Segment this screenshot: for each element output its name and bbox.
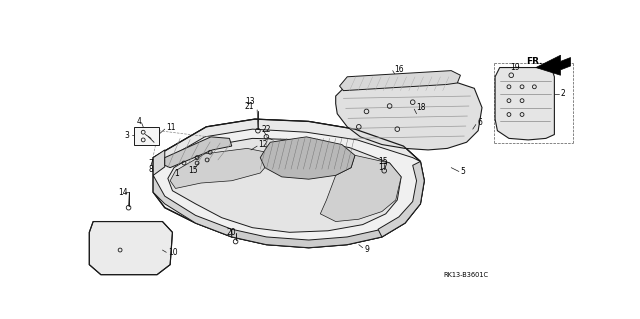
Text: 12: 12	[259, 140, 268, 149]
Text: 14: 14	[118, 188, 128, 197]
Polygon shape	[260, 137, 355, 179]
Text: 6: 6	[477, 118, 483, 128]
Polygon shape	[336, 78, 482, 150]
Text: 19: 19	[509, 63, 519, 72]
Polygon shape	[170, 148, 266, 189]
Text: 13: 13	[245, 97, 255, 106]
Text: 21: 21	[245, 102, 254, 111]
Polygon shape	[320, 155, 401, 221]
Polygon shape	[378, 161, 424, 237]
Text: 9: 9	[364, 245, 369, 254]
Text: 2: 2	[561, 89, 565, 98]
Polygon shape	[164, 137, 232, 168]
Polygon shape	[340, 70, 460, 91]
Text: 4: 4	[136, 117, 141, 126]
Text: 3: 3	[125, 131, 129, 140]
Text: 5: 5	[460, 167, 465, 176]
Polygon shape	[232, 229, 382, 248]
Polygon shape	[153, 119, 420, 164]
Text: 17: 17	[378, 163, 388, 172]
Polygon shape	[134, 127, 159, 145]
Text: 11: 11	[166, 123, 176, 132]
Text: 22: 22	[261, 125, 271, 134]
Text: 1: 1	[174, 168, 179, 178]
Text: FR.: FR.	[526, 57, 542, 66]
Text: 15: 15	[188, 166, 198, 175]
Text: 8: 8	[148, 165, 154, 174]
Text: 20: 20	[227, 228, 236, 237]
Polygon shape	[153, 175, 232, 237]
Text: 18: 18	[416, 103, 425, 112]
Polygon shape	[153, 119, 424, 248]
Text: 15: 15	[378, 157, 388, 166]
Polygon shape	[168, 138, 401, 232]
Text: 7: 7	[148, 159, 154, 168]
Polygon shape	[495, 68, 554, 140]
Polygon shape	[153, 150, 164, 175]
Text: 16: 16	[394, 64, 404, 74]
Text: 10: 10	[168, 248, 177, 257]
Text: RK13-B3601C: RK13-B3601C	[444, 272, 488, 278]
Polygon shape	[90, 221, 172, 275]
Polygon shape	[536, 55, 570, 75]
